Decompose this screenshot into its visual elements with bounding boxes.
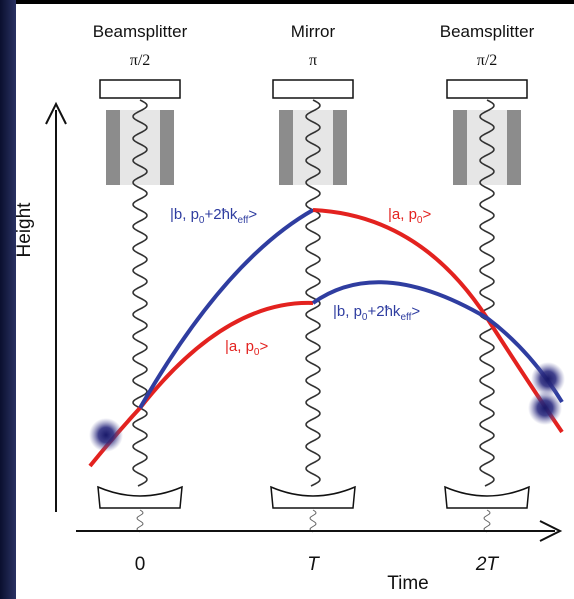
time-tick: 2T: [475, 554, 500, 575]
column-label: Beamsplitter: [440, 22, 535, 41]
beam-plate: [272, 79, 354, 99]
state-label: |a, p0>: [225, 338, 268, 358]
small-wave: [483, 509, 491, 533]
time-tick: 0: [135, 554, 146, 575]
arrow-head: [539, 520, 563, 542]
pulse-label: π/2: [477, 52, 498, 69]
axis-label: Time: [387, 573, 429, 594]
beam-plate: [99, 79, 181, 99]
retro-mirror: [97, 485, 183, 509]
atom: [528, 391, 562, 425]
time-tick: T: [307, 554, 320, 575]
atom: [89, 418, 123, 452]
small-wave: [136, 509, 144, 533]
atom: [531, 362, 565, 396]
pulse-label: π/2: [130, 52, 151, 69]
axis-label: Height: [14, 202, 35, 258]
retro-mirror: [444, 485, 530, 509]
column-label: Mirror: [291, 22, 336, 41]
state-label: |a, p0>: [388, 206, 431, 226]
column-label: Beamsplitter: [93, 22, 188, 41]
pulse-label: π: [309, 52, 317, 69]
beam-plate: [446, 79, 528, 99]
laser-wave: [305, 99, 321, 487]
laser-wave: [479, 99, 495, 487]
small-wave: [309, 509, 317, 533]
retro-mirror: [270, 485, 356, 509]
laser-wave: [132, 99, 148, 487]
optics: [97, 79, 530, 533]
state-label: |b, p0+2ħkeff>: [333, 303, 420, 323]
left-edge: [0, 0, 16, 599]
arrow-head: [45, 101, 67, 125]
path-b-upper: [138, 208, 314, 409]
state-label: |b, p0+2ħkeff>: [170, 206, 257, 226]
